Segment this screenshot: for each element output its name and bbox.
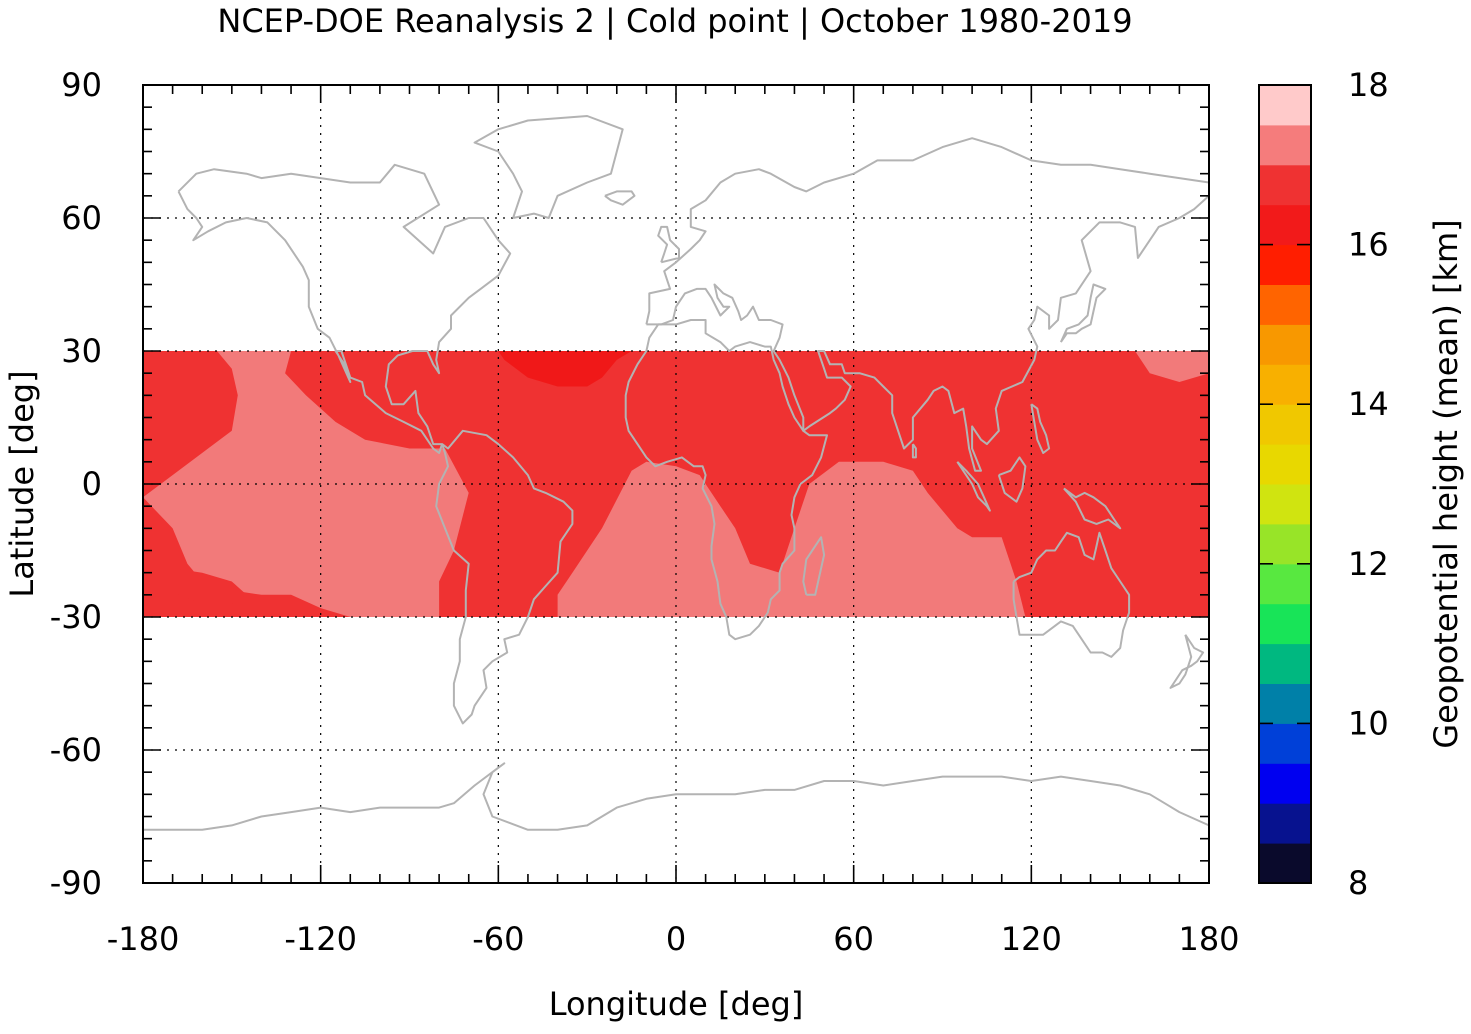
x-axis-label: Longitude [deg] — [549, 985, 804, 1023]
coast-iceland — [604, 190, 636, 206]
colorbar-tick-label: 10 — [1348, 704, 1389, 742]
coast-philippines — [1030, 403, 1051, 454]
region-south-atlantic-indian — [557, 461, 1026, 617]
y-tick-label: -60 — [50, 731, 102, 769]
chart-title: NCEP-DOE Reanalysis 2 | Cold point | Oct… — [217, 2, 1132, 40]
colorbar-swatch — [1259, 723, 1311, 764]
coast-indonesia — [956, 461, 991, 512]
region-northeast-pacific-corner — [1135, 351, 1209, 382]
colorbar-swatch — [1259, 85, 1311, 126]
colorbar-swatch — [1259, 404, 1311, 445]
colorbar-label: Geopotential height (mean) [km] — [1427, 219, 1465, 748]
colorbar-swatch — [1259, 164, 1311, 206]
colorbar-tick-label: 18 — [1348, 66, 1389, 104]
colorbar-swatch — [1259, 763, 1311, 804]
x-tick-label: -120 — [284, 920, 357, 958]
y-tick-label: 0 — [82, 465, 102, 503]
colorbar-swatch — [1259, 683, 1311, 724]
x-tick-label: -180 — [107, 920, 180, 958]
coastlines — [143, 115, 1210, 831]
coast-antarctica — [143, 762, 1210, 831]
colorbar-swatch — [1259, 284, 1311, 325]
region-east-pacific-bulge — [157, 568, 247, 604]
colorbar-tick-label: 14 — [1348, 385, 1389, 423]
colorbar-frame — [1258, 84, 1312, 884]
colorbar-tick-label: 12 — [1348, 545, 1389, 583]
coast-asia-east-south — [646, 195, 1210, 472]
colorbar-swatch — [1259, 124, 1311, 166]
coast-sri-lanka — [911, 443, 917, 459]
y-tick-label: 90 — [61, 66, 102, 104]
coast-africa — [624, 319, 828, 641]
coast-japan — [1059, 283, 1107, 343]
coast-australia — [1012, 531, 1131, 658]
coast-new-zealand — [1169, 634, 1205, 689]
region-north-atlantic-peak — [498, 351, 632, 387]
y-tick-label: -90 — [50, 864, 102, 902]
minor-ticks — [142, 84, 1210, 884]
colorbar-swatch — [1259, 603, 1311, 645]
coast-borneo — [997, 456, 1027, 503]
y-tick-label: 30 — [61, 332, 102, 370]
colorbar-swatch — [1259, 643, 1311, 684]
colorbar — [1259, 85, 1311, 884]
x-tick-label: 60 — [833, 920, 874, 958]
x-tick-labels: -180 -120 -60 0 60 120 180 — [107, 920, 1240, 958]
map-plot-area — [142, 84, 1210, 884]
y-tick-labels: 90 60 30 0 -30 -60 -90 — [50, 66, 102, 902]
colorbar-swatch — [1259, 803, 1311, 844]
coast-south-america — [435, 429, 574, 725]
colorbar-tick-label: 8 — [1348, 864, 1368, 902]
colorbar-tick-labels: 18 16 14 12 10 8 — [1348, 66, 1389, 902]
y-axis-label: Latitude [deg] — [3, 370, 41, 597]
coast-new-guinea — [1063, 487, 1122, 530]
colorbar-swatch — [1259, 523, 1311, 565]
colorbar-swatch — [1259, 563, 1311, 605]
grid-lines — [143, 85, 1209, 883]
colorbar-swatch — [1259, 364, 1311, 405]
region-central-pacific — [143, 351, 469, 617]
colorbar-swatch — [1259, 484, 1311, 525]
coast-uk — [657, 225, 680, 264]
x-tick-label: 180 — [1178, 920, 1239, 958]
x-tick-label: -60 — [472, 920, 524, 958]
colorbar-swatch — [1259, 204, 1311, 246]
colorbar-swatch — [1259, 324, 1311, 365]
y-tick-label: 60 — [61, 199, 102, 237]
coast-greenland — [473, 115, 624, 219]
coast-europe-asia — [645, 137, 1210, 325]
coast-north-america — [177, 163, 512, 454]
colorbar-swatch — [1259, 244, 1311, 285]
colorbar-swatch — [1259, 843, 1311, 884]
x-tick-label: 0 — [666, 920, 686, 958]
y-tick-label: -30 — [50, 598, 102, 636]
x-tick-label: 120 — [1001, 920, 1062, 958]
coast-madagascar — [802, 536, 826, 596]
colorbar-swatch — [1259, 444, 1311, 485]
colorbar-tick-label: 16 — [1348, 226, 1389, 264]
